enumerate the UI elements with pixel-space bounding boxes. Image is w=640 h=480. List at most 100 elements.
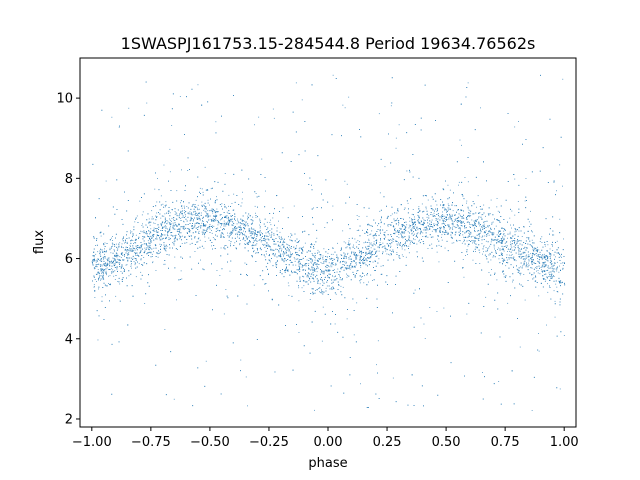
- data-point: [141, 231, 143, 233]
- data-point: [118, 126, 120, 128]
- data-point: [109, 275, 111, 277]
- data-point: [499, 255, 501, 256]
- data-point: [347, 253, 348, 255]
- data-point: [168, 239, 170, 241]
- data-point: [293, 205, 295, 207]
- data-point: [379, 210, 381, 212]
- data-point: [461, 209, 463, 211]
- data-point: [417, 229, 419, 231]
- data-point: [212, 212, 214, 214]
- data-point: [108, 259, 110, 261]
- data-point: [339, 275, 340, 277]
- data-point: [462, 234, 464, 236]
- data-point: [553, 262, 555, 264]
- data-point: [231, 216, 232, 217]
- data-point: [102, 272, 104, 274]
- data-point: [355, 256, 357, 258]
- data-point: [509, 276, 511, 278]
- data-point: [337, 257, 339, 259]
- data-point: [549, 287, 551, 288]
- data-point: [518, 251, 520, 253]
- data-point: [314, 263, 316, 265]
- data-point: [298, 332, 300, 333]
- data-point: [516, 243, 518, 244]
- data-point: [198, 237, 200, 239]
- data-point: [482, 227, 484, 229]
- data-point: [525, 196, 527, 198]
- data-point: [183, 220, 184, 222]
- data-point: [448, 217, 450, 218]
- data-point: [251, 219, 253, 221]
- data-point: [259, 235, 261, 236]
- data-point: [113, 258, 115, 259]
- data-point: [374, 233, 376, 235]
- data-point: [111, 262, 113, 264]
- data-point: [511, 240, 513, 241]
- data-point: [287, 270, 289, 272]
- data-point: [203, 204, 205, 206]
- data-point: [119, 242, 121, 244]
- data-point: [184, 214, 186, 216]
- data-point: [230, 241, 232, 243]
- data-point: [515, 230, 517, 232]
- data-point: [275, 265, 277, 267]
- data-point: [482, 253, 483, 255]
- data-point: [532, 231, 533, 233]
- data-point: [176, 239, 178, 241]
- data-point: [308, 257, 310, 259]
- data-point: [411, 218, 412, 220]
- data-point: [233, 209, 235, 211]
- data-point: [475, 251, 476, 252]
- data-point: [104, 263, 106, 265]
- data-point: [331, 287, 332, 289]
- data-point: [366, 231, 367, 233]
- data-point: [147, 235, 148, 237]
- data-point: [320, 271, 322, 273]
- data-point: [199, 187, 201, 189]
- data-point: [312, 293, 314, 295]
- data-point: [100, 235, 102, 237]
- data-point: [265, 259, 267, 261]
- data-point: [536, 268, 538, 269]
- data-point: [501, 227, 503, 229]
- data-point: [212, 237, 214, 238]
- data-point: [398, 220, 400, 221]
- data-point: [335, 293, 337, 295]
- data-point: [530, 258, 531, 260]
- data-point: [310, 269, 311, 271]
- data-point: [376, 240, 378, 242]
- data-point: [541, 236, 543, 238]
- data-point: [171, 125, 173, 126]
- data-point: [291, 261, 293, 263]
- data-point: [386, 253, 388, 255]
- data-point: [401, 248, 403, 250]
- data-point: [489, 245, 491, 247]
- data-point: [239, 243, 241, 244]
- data-point: [548, 276, 550, 277]
- data-point: [131, 250, 133, 252]
- data-point: [452, 202, 453, 203]
- data-point: [463, 239, 465, 241]
- data-point: [145, 233, 147, 235]
- data-point: [285, 248, 287, 250]
- data-point: [273, 117, 275, 119]
- data-point: [483, 223, 485, 225]
- data-point: [472, 242, 473, 244]
- data-point: [510, 245, 512, 247]
- data-point: [376, 239, 378, 241]
- data-point: [372, 245, 374, 247]
- data-point: [442, 214, 444, 215]
- data-point: [407, 231, 409, 233]
- data-point: [107, 260, 109, 262]
- data-point: [439, 216, 441, 218]
- data-point: [93, 259, 95, 261]
- data-point: [135, 267, 137, 269]
- data-point: [265, 250, 267, 252]
- data-point: [209, 204, 210, 206]
- data-point: [559, 281, 560, 283]
- data-point: [210, 198, 211, 200]
- data-point: [490, 227, 491, 229]
- data-point: [443, 207, 445, 209]
- data-point: [398, 244, 400, 246]
- data-point: [537, 272, 539, 274]
